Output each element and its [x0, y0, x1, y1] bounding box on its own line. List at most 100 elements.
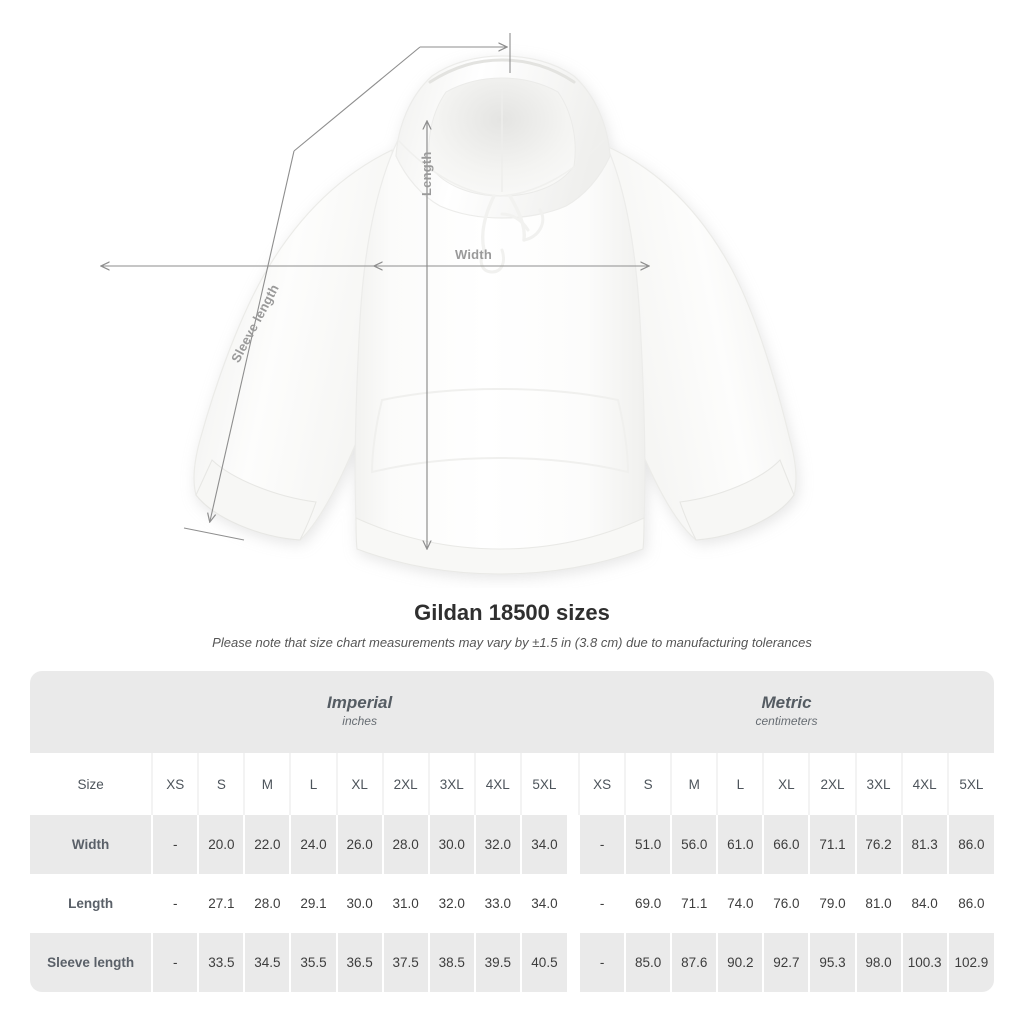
cell: 37.5	[381, 933, 429, 992]
cell: 32.0	[473, 815, 521, 874]
size-header-metric-xs: XS	[578, 753, 626, 815]
page-title: Gildan 18500 sizes	[414, 600, 610, 625]
cell: -	[578, 933, 626, 992]
cell: 33.5	[197, 933, 245, 992]
width-label: Width	[455, 247, 492, 262]
cell: 28.0	[243, 874, 291, 933]
cell: 34.0	[519, 815, 568, 874]
cell: 29.1	[289, 874, 337, 933]
row-gap	[567, 815, 580, 874]
size-header-metric-2xl: 2XL	[808, 753, 856, 815]
cell: 20.0	[197, 815, 245, 874]
cell: 27.1	[197, 874, 245, 933]
size-header-imperial-l: L	[289, 753, 337, 815]
cell: 51.0	[624, 815, 672, 874]
cell: 32.0	[427, 874, 475, 933]
size-header-label: Size	[30, 753, 153, 815]
size-header-imperial-5xl: 5XL	[519, 753, 568, 815]
cell: 39.5	[473, 933, 521, 992]
size-header-metric-xl: XL	[762, 753, 810, 815]
cell: 31.0	[381, 874, 429, 933]
cell: 71.1	[808, 815, 856, 874]
unit-band-row: Imperial inches Metric centimeters	[30, 671, 994, 753]
size-header-imperial-xs: XS	[151, 753, 199, 815]
cell: 76.2	[854, 815, 902, 874]
cell: 34.0	[519, 874, 568, 933]
size-header-gap	[567, 753, 580, 815]
cell: 85.0	[624, 933, 672, 992]
cell: 28.0	[381, 815, 429, 874]
size-header-imperial-s: S	[197, 753, 245, 815]
cell: -	[151, 815, 199, 874]
cell: 86.0	[946, 815, 994, 874]
cell: 79.0	[808, 874, 856, 933]
cell: 30.0	[427, 815, 475, 874]
cell: 40.5	[519, 933, 568, 992]
unit-group-imperial: Imperial inches	[152, 671, 568, 753]
row-label-width: Width	[30, 815, 153, 874]
cell: 33.0	[473, 874, 521, 933]
cell: 81.0	[854, 874, 902, 933]
table-row: Width - 20.0 22.0 24.0 26.0 28.0 30.0 32…	[30, 815, 994, 874]
size-header-imperial-2xl: 2XL	[381, 753, 429, 815]
size-header-metric-4xl: 4XL	[900, 753, 948, 815]
size-header-imperial-4xl: 4XL	[473, 753, 521, 815]
cell: 35.5	[289, 933, 337, 992]
size-header-imperial-3xl: 3XL	[427, 753, 475, 815]
cell: 98.0	[854, 933, 902, 992]
cell: 76.0	[762, 874, 810, 933]
cell: 30.0	[335, 874, 383, 933]
tolerance-note: Please note that size chart measurements…	[212, 635, 812, 650]
cell: -	[578, 815, 626, 874]
cell: 84.0	[900, 874, 948, 933]
size-header-metric-m: M	[670, 753, 718, 815]
cell: 69.0	[624, 874, 672, 933]
cell: 71.1	[670, 874, 718, 933]
cell: 92.7	[762, 933, 810, 992]
size-header-metric-5xl: 5XL	[946, 753, 994, 815]
cell: 86.0	[946, 874, 994, 933]
unit-group-metric-sub: centimeters	[755, 714, 818, 729]
cell: -	[151, 874, 199, 933]
cell: 66.0	[762, 815, 810, 874]
cell: 56.0	[670, 815, 718, 874]
cell: 36.5	[335, 933, 383, 992]
cell: 61.0	[716, 815, 764, 874]
cell: 74.0	[716, 874, 764, 933]
unit-group-metric: Metric centimeters	[579, 671, 994, 753]
size-header-metric-3xl: 3XL	[854, 753, 902, 815]
row-label-sleeve-length: Sleeve length	[30, 933, 153, 992]
cell: 87.6	[670, 933, 718, 992]
cell: 90.2	[716, 933, 764, 992]
cell: 95.3	[808, 933, 856, 992]
size-header-row: Size XS S M L XL 2XL 3XL 4XL 5XL XS S M …	[30, 753, 994, 815]
length-label: Length	[419, 151, 434, 196]
size-header-metric-s: S	[624, 753, 672, 815]
garment-illustration: Width Length Sleeve length	[0, 33, 1024, 588]
row-gap	[567, 933, 580, 992]
table-row: Length - 27.1 28.0 29.1 30.0 31.0 32.0 3…	[30, 874, 994, 933]
cell: 26.0	[335, 815, 383, 874]
size-header-imperial-m: M	[243, 753, 291, 815]
unit-group-imperial-sub: inches	[342, 714, 377, 729]
cell: 100.3	[900, 933, 948, 992]
cell: -	[151, 933, 199, 992]
table-row: Sleeve length - 33.5 34.5 35.5 36.5 37.5…	[30, 933, 994, 992]
cell: -	[578, 874, 626, 933]
unit-band-gap	[567, 671, 580, 753]
cell: 22.0	[243, 815, 291, 874]
cell: 38.5	[427, 933, 475, 992]
size-header-metric-l: L	[716, 753, 764, 815]
cell: 102.9	[946, 933, 994, 992]
unit-group-imperial-name: Imperial	[327, 692, 393, 712]
unit-group-metric-name: Metric	[761, 692, 812, 712]
cell: 24.0	[289, 815, 337, 874]
cell: 34.5	[243, 933, 291, 992]
unit-band-spacer	[30, 671, 153, 753]
row-gap	[567, 874, 580, 933]
cell: 81.3	[900, 815, 948, 874]
size-chart-table: Imperial inches Metric centimeters Size …	[30, 671, 994, 992]
size-header-imperial-xl: XL	[335, 753, 383, 815]
sleeve-length-guide	[183, 33, 511, 541]
measurement-guides	[0, 33, 1024, 588]
